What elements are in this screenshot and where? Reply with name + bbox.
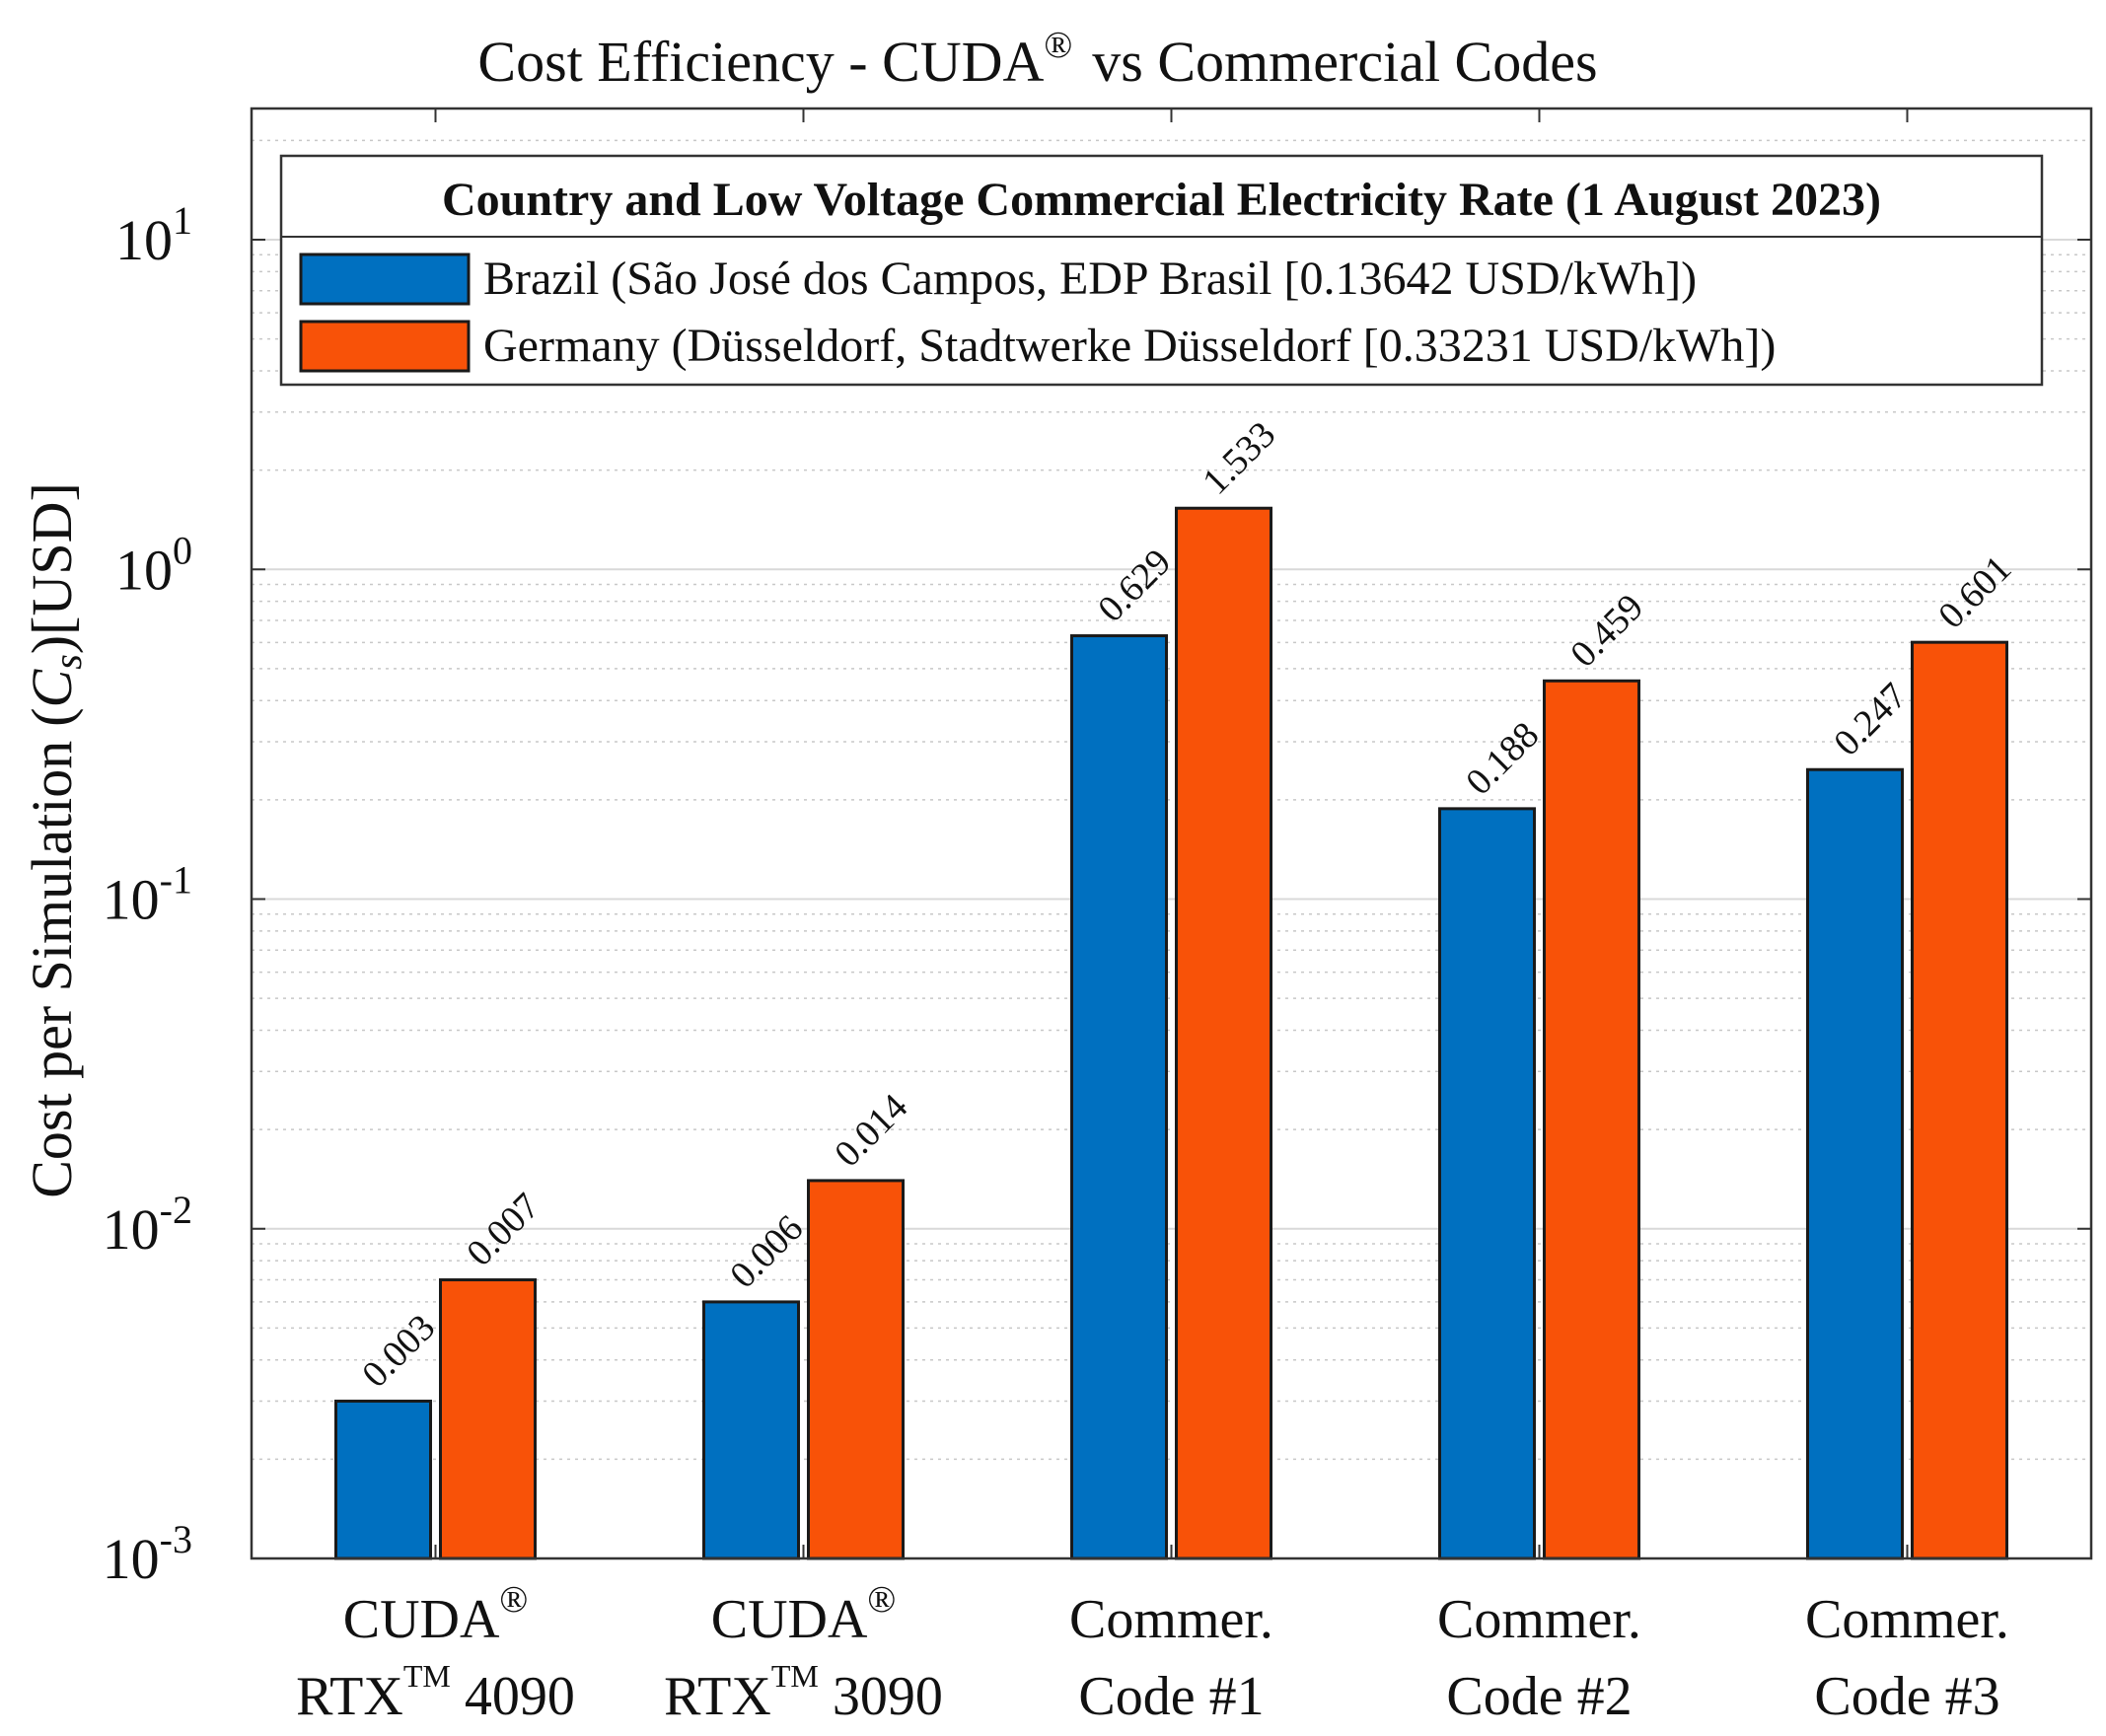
legend-entry-germany: Germany (Düsseldorf, Stadtwerke Düsseldo… bbox=[483, 320, 1776, 372]
legend-swatch-brazil bbox=[299, 253, 471, 306]
x-tick-label-line1: CUDA® bbox=[711, 1579, 897, 1650]
legend-box bbox=[279, 154, 2044, 387]
y-axis-symbol: C bbox=[20, 668, 84, 707]
legend-entry-brazil: Brazil (São José dos Campos, EDP Brasil … bbox=[483, 253, 1697, 305]
y-tick-label: 101 bbox=[115, 198, 192, 272]
legend: Country and Low Voltage Commercial Elect… bbox=[279, 154, 2044, 387]
y-tick-label: 100 bbox=[115, 528, 192, 602]
y-tick-label: 10-1 bbox=[103, 858, 192, 932]
y-axis-unit: [USD] bbox=[20, 482, 84, 635]
y-axis-symbol-sub: s bbox=[45, 654, 90, 670]
y-tick-label: 10-3 bbox=[103, 1517, 192, 1591]
x-tick-label-line1: Commer. bbox=[1437, 1589, 1641, 1650]
legend-title: Country and Low Voltage Commercial Elect… bbox=[442, 174, 1881, 226]
axes-box bbox=[250, 107, 2093, 1560]
x-tick-label-line2: Code #2 bbox=[1446, 1666, 1632, 1727]
bar-germany bbox=[1543, 679, 1640, 1560]
x-tick-label-line2: RTXTM 4090 bbox=[296, 1658, 575, 1727]
x-tick-label-line2: Code #3 bbox=[1814, 1666, 1999, 1727]
legend-swatch-germany bbox=[299, 320, 471, 373]
bar-brazil bbox=[1806, 767, 1904, 1560]
title-suffix: vs Commercial Codes bbox=[1092, 30, 1597, 94]
bar-brazil bbox=[1070, 634, 1168, 1560]
x-tick-label-line1: Commer. bbox=[1069, 1589, 1273, 1650]
bar-brazil bbox=[1438, 807, 1536, 1560]
x-tick-label-line2: Code #1 bbox=[1078, 1666, 1264, 1727]
bar-germany bbox=[439, 1278, 537, 1560]
chart-title: Cost Efficiency - CUDA® vs Commercial Cod… bbox=[477, 25, 1597, 94]
y-axis-label: Cost per Simulation(Cs)[USD] bbox=[20, 482, 90, 1198]
title-superscript: ® bbox=[1044, 25, 1072, 66]
x-tick-label-line1: CUDA® bbox=[343, 1579, 529, 1650]
bar-germany bbox=[807, 1179, 905, 1560]
bar-brazil bbox=[702, 1300, 800, 1560]
bar-germany bbox=[1175, 506, 1272, 1560]
x-tick-label-line2: RTXTM 3090 bbox=[664, 1658, 943, 1727]
x-tick-label-line1: Commer. bbox=[1805, 1589, 2009, 1650]
bar-brazil bbox=[334, 1400, 432, 1560]
bar-germany bbox=[1911, 640, 2008, 1560]
y-tick-label: 10-2 bbox=[103, 1188, 192, 1262]
